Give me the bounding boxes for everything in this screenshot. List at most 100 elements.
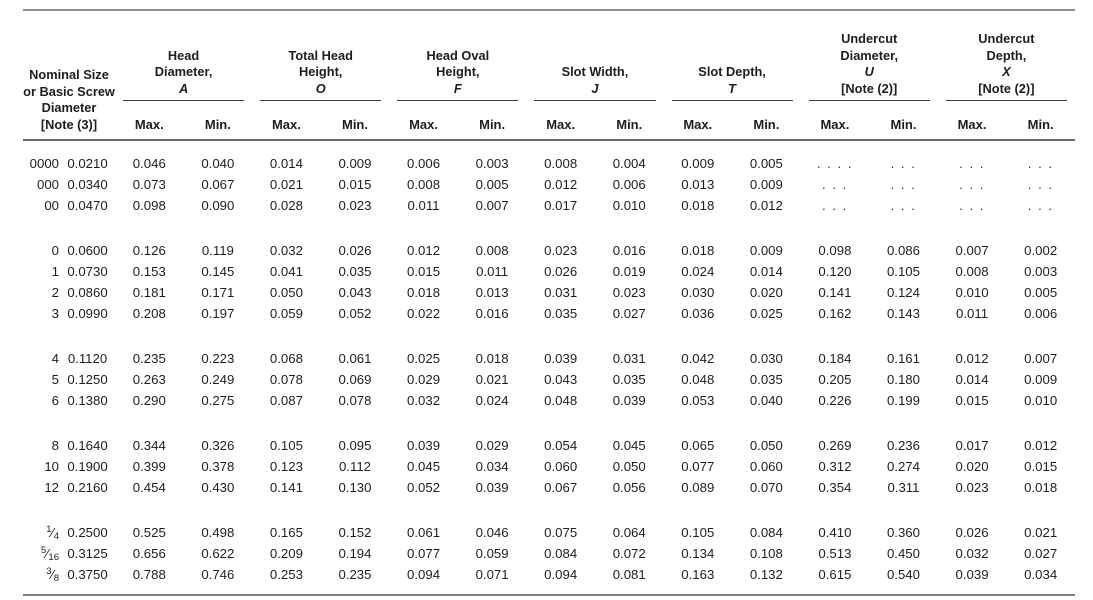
value-cell: 0.021	[1024, 525, 1058, 540]
column-group-heading: Slot Depth, T	[671, 64, 793, 101]
value-cell: 0.013	[681, 177, 715, 192]
subheader-min: Min.	[1006, 101, 1075, 141]
value-cell: 0.027	[612, 306, 646, 321]
value-cell: 0.235	[132, 351, 166, 366]
basic-diameter-cell: 0.1250	[67, 372, 108, 387]
column-group-heading: Slot Width, J	[534, 64, 656, 101]
value-cell: 0.025	[749, 306, 783, 321]
column-group-slot-width: Slot Width, J	[526, 10, 663, 101]
subheader-min: Min.	[183, 101, 253, 141]
basic-diameter-cell: 0.0210	[67, 156, 108, 171]
value-cell: 0.656	[132, 546, 166, 561]
nominal-header-line: or Basic Screw	[23, 83, 115, 99]
value-cell: 0.050	[612, 459, 646, 474]
basic-diameter-cell: 0.2500	[67, 525, 108, 540]
group-spacer-row	[23, 498, 1075, 522]
group-symbol: U	[864, 64, 874, 79]
group-heading-line: Slot Width,	[561, 64, 629, 79]
value-cell: 0.084	[544, 546, 578, 561]
group-heading-line: Height,	[436, 64, 480, 79]
group-symbol: F	[453, 80, 462, 96]
value-cell: 0.615	[818, 567, 852, 582]
value-cell: 0.039	[407, 438, 441, 453]
value-cell: 0.354	[818, 480, 852, 495]
group-heading-line: Slot Depth,	[698, 64, 766, 79]
value-cell: 0.070	[749, 480, 783, 495]
table-row: 1 0.0730 0.153 0.145 0.041 0.035 0.015 0.011 0.0…	[23, 261, 1075, 282]
subheader-max: Max.	[115, 101, 184, 141]
value-cell: 0.009	[749, 177, 783, 192]
group-spacer-row	[23, 216, 1075, 240]
basic-diameter-cell: 0.2160	[67, 480, 108, 495]
value-cell: 0.032	[955, 546, 989, 561]
value-cell: 0.009	[1024, 372, 1058, 387]
value-cell: 0.020	[955, 459, 989, 474]
value-cell: 0.112	[338, 459, 371, 474]
value-cell: 0.065	[681, 438, 715, 453]
value-cell: 0.014	[955, 372, 989, 387]
value-cell: . . .	[1027, 156, 1054, 171]
value-cell: 0.021	[475, 372, 509, 387]
column-group-slot-depth: Slot Depth, T	[664, 10, 801, 101]
value-cell: 0.269	[818, 438, 852, 453]
value-cell: . . .	[1027, 177, 1054, 192]
value-cell: 0.022	[407, 306, 441, 321]
value-cell: 0.023	[544, 243, 578, 258]
value-cell: 0.048	[544, 393, 578, 408]
size-cell: 4	[51, 351, 59, 366]
value-cell: 0.048	[681, 372, 715, 387]
spacer-cell	[23, 216, 1075, 240]
nominal-header-line: Diameter	[41, 100, 97, 115]
value-cell: 0.275	[201, 393, 235, 408]
spacer-cell	[23, 411, 1075, 435]
value-cell: 0.010	[612, 198, 646, 213]
value-cell: 0.007	[955, 243, 989, 258]
value-cell: 0.078	[269, 372, 303, 387]
value-cell: 0.410	[818, 525, 852, 540]
group-symbol: A	[178, 80, 189, 96]
group-heading-line: Diameter,	[154, 64, 213, 79]
group-note: [Note (2)]	[841, 80, 898, 96]
value-cell: 0.018	[475, 351, 509, 366]
column-group-heading: Head Diameter, A	[123, 48, 245, 101]
size-cell: 8	[51, 438, 59, 453]
value-cell: 0.023	[955, 480, 989, 495]
value-cell: 0.077	[407, 546, 441, 561]
column-group-undercut-diameter: Undercut Diameter, U [Note (2)]	[801, 10, 938, 101]
value-cell: 0.036	[681, 306, 715, 321]
value-cell: . . .	[890, 177, 917, 192]
value-cell: 0.032	[269, 243, 303, 258]
value-cell: 0.035	[612, 372, 646, 387]
value-cell: 0.050	[749, 438, 783, 453]
value-cell: 0.024	[475, 393, 509, 408]
value-cell: 0.035	[338, 264, 372, 279]
size-cell: 00	[44, 198, 59, 213]
size-cell: 0000	[29, 156, 59, 171]
basic-diameter-cell: 0.0600	[67, 243, 108, 258]
value-cell: 0.249	[201, 372, 235, 387]
value-cell: 0.040	[749, 393, 783, 408]
table-row: 0000 0.0210 0.046 0.040 0.014 0.009 0.006 0.003…	[23, 140, 1075, 174]
table-body: 0000 0.0210 0.046 0.040 0.014 0.009 0.006 0.003…	[23, 140, 1075, 595]
value-cell: . . .	[959, 198, 985, 213]
size-cell: 2	[51, 285, 59, 300]
spacer-cell	[23, 324, 1075, 348]
value-cell: 0.034	[1024, 567, 1058, 582]
value-cell: 0.030	[749, 351, 783, 366]
nominal-header-line: [Note (3)]	[40, 116, 98, 132]
value-cell: 0.226	[818, 393, 852, 408]
value-cell: 0.094	[407, 567, 441, 582]
value-cell: 0.540	[886, 567, 920, 582]
value-cell: 0.017	[544, 198, 578, 213]
value-cell: 0.016	[612, 243, 646, 258]
table-row: 4 0.1120 0.235 0.223 0.068 0.061 0.025 0.018 0.0…	[23, 348, 1075, 369]
value-cell: 0.018	[681, 243, 715, 258]
group-symbol: O	[315, 80, 326, 96]
value-cell: 0.061	[338, 351, 372, 366]
value-cell: . . .	[890, 156, 917, 171]
value-cell: 0.013	[475, 285, 509, 300]
table-row: 3⁄8 0.3750 0.788 0.746 0.253 0.235 0.094 0.071 0…	[23, 564, 1075, 595]
size-cell: 6	[51, 393, 59, 408]
value-cell: 0.011	[407, 198, 440, 213]
value-cell: 0.031	[612, 351, 646, 366]
